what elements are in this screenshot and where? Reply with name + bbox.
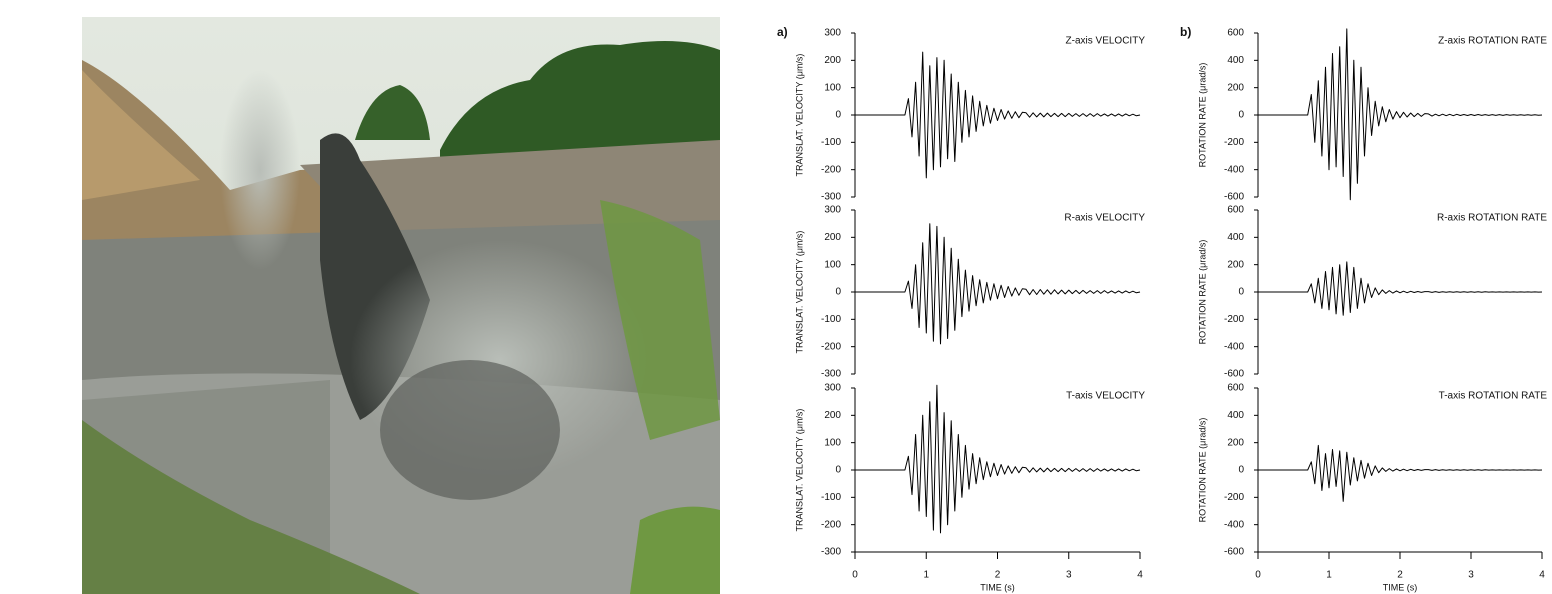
y-tick-label: 200 (824, 410, 841, 421)
y-tick-label: 0 (1238, 287, 1244, 298)
y-tick-label: -300 (821, 369, 841, 380)
x-axis-label: TIME (s) (1383, 582, 1418, 592)
y-tick-label: 300 (824, 28, 841, 39)
y-tick-label: -400 (1224, 519, 1244, 530)
y-tick-label: 200 (824, 232, 841, 243)
y-tick-label: -200 (821, 519, 841, 530)
x-tick-label: 4 (1137, 570, 1143, 581)
x-tick-label: 2 (995, 570, 1001, 581)
waveform (855, 224, 1140, 344)
y-tick-label: 0 (835, 287, 841, 298)
y-tick-label: 200 (1227, 437, 1244, 448)
y-tick-label: 400 (1227, 410, 1244, 421)
waveform (855, 52, 1140, 178)
y-tick-label: 400 (1227, 55, 1244, 66)
x-tick-label: 0 (1255, 570, 1261, 581)
y-axis-label: TRANSLAT. VELOCITY (μm/s) (794, 409, 804, 532)
x-tick-label: 1 (923, 570, 929, 581)
photo (82, 17, 720, 594)
x-axis-label: TIME (s) (980, 582, 1015, 592)
y-tick-label: 200 (1227, 82, 1244, 93)
panel-label: b) (1180, 25, 1191, 39)
y-tick-label: -600 (1224, 369, 1244, 380)
y-axis-label: TRANSLAT. VELOCITY (μm/s) (794, 54, 804, 177)
chart-title: T-axis VELOCITY (1066, 391, 1145, 402)
x-tick-label: 3 (1468, 570, 1474, 581)
y-tick-label: -400 (1224, 341, 1244, 352)
y-tick-label: -200 (821, 164, 841, 175)
waveform (1258, 29, 1542, 200)
y-tick-label: -200 (1224, 137, 1244, 148)
y-tick-label: -200 (821, 341, 841, 352)
y-tick-label: 100 (824, 437, 841, 448)
figure: -300-200-1000100200300TRANSLAT. VELOCITY… (0, 0, 1552, 594)
chart-title: Z-axis VELOCITY (1066, 36, 1146, 47)
x-tick-label: 1 (1326, 570, 1332, 581)
chart-title: R-axis VELOCITY (1064, 213, 1145, 224)
y-tick-label: 100 (824, 259, 841, 270)
y-axis-label: ROTATION RATE (μrad/s) (1197, 418, 1207, 523)
y-tick-label: 0 (1238, 110, 1244, 121)
y-tick-label: 0 (835, 110, 841, 121)
y-tick-label: -200 (1224, 314, 1244, 325)
waveform (1258, 445, 1542, 501)
chart-title: R-axis ROTATION RATE (1437, 213, 1547, 224)
y-tick-label: -300 (821, 547, 841, 558)
y-tick-label: -100 (821, 314, 841, 325)
y-tick-label: 100 (824, 82, 841, 93)
chart-title: Z-axis ROTATION RATE (1438, 36, 1547, 47)
y-tick-label: 200 (1227, 259, 1244, 270)
waveform (855, 385, 1140, 533)
y-tick-label: -100 (821, 492, 841, 503)
y-tick-label: 200 (824, 55, 841, 66)
y-tick-label: 0 (835, 465, 841, 476)
chart-title: T-axis ROTATION RATE (1439, 391, 1548, 402)
panel-label: a) (777, 25, 788, 39)
y-axis-label: TRANSLAT. VELOCITY (μm/s) (794, 231, 804, 354)
y-tick-label: 600 (1227, 28, 1244, 39)
x-tick-label: 0 (852, 570, 858, 581)
y-tick-label: -600 (1224, 192, 1244, 203)
y-tick-label: -400 (1224, 164, 1244, 175)
y-tick-label: 300 (824, 205, 841, 216)
y-tick-label: 0 (1238, 465, 1244, 476)
y-tick-label: -100 (821, 137, 841, 148)
y-axis-label: ROTATION RATE (μrad/s) (1197, 240, 1207, 345)
y-tick-label: 600 (1227, 205, 1244, 216)
y-tick-label: 300 (824, 383, 841, 394)
y-tick-label: -300 (821, 192, 841, 203)
waveform (1258, 262, 1542, 315)
y-tick-label: -200 (1224, 492, 1244, 503)
x-tick-label: 4 (1539, 570, 1545, 581)
y-tick-label: 400 (1227, 232, 1244, 243)
y-tick-label: -600 (1224, 547, 1244, 558)
y-tick-label: 600 (1227, 383, 1244, 394)
y-axis-label: ROTATION RATE (μrad/s) (1197, 63, 1207, 168)
x-tick-label: 2 (1397, 570, 1403, 581)
x-tick-label: 3 (1066, 570, 1072, 581)
page: -300-200-1000100200300TRANSLAT. VELOCITY… (0, 0, 1552, 594)
